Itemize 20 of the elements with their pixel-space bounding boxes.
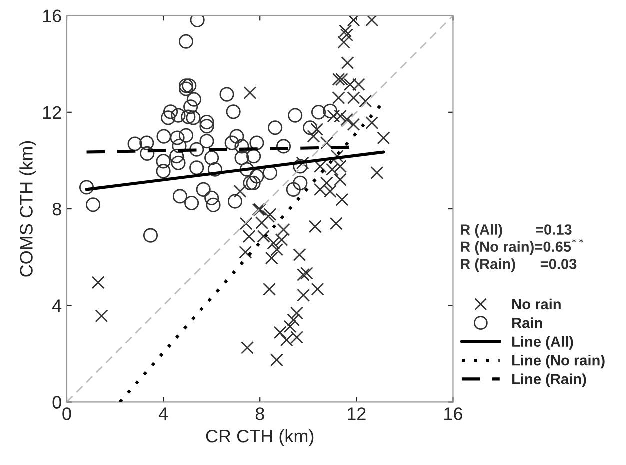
y-tick-label: 0 [52,396,62,409]
y-tick-label: 4 [52,300,62,312]
legend-label: Rain [512,318,542,328]
legend-label: Line (All) [512,336,574,350]
x-tick-label: 8 [256,408,264,420]
x-tick-label: 12 [348,408,366,420]
legend-label: Line (Rain) [512,374,586,388]
text: R (No rain)=0.65$^{**}$ [461,238,584,255]
legend-label: Line (No rain) [512,355,605,369]
y-tick-label: 12 [43,106,62,119]
text: R (Rain) =0.03 [461,258,577,272]
y-tick-label: 8 [52,202,62,216]
y-axis-title: COMS CTH (km) [20,141,36,277]
y-tick-label: 16 [43,10,62,23]
x-tick-label: 0 [62,408,72,420]
x-tick-label: 16 [444,408,462,420]
legend-label: No rain [512,298,561,310]
x-axis-title: CR CTH (km) [206,429,314,446]
x-tick-label: 4 [158,408,168,420]
text: R (All) =0.13 [461,224,572,238]
